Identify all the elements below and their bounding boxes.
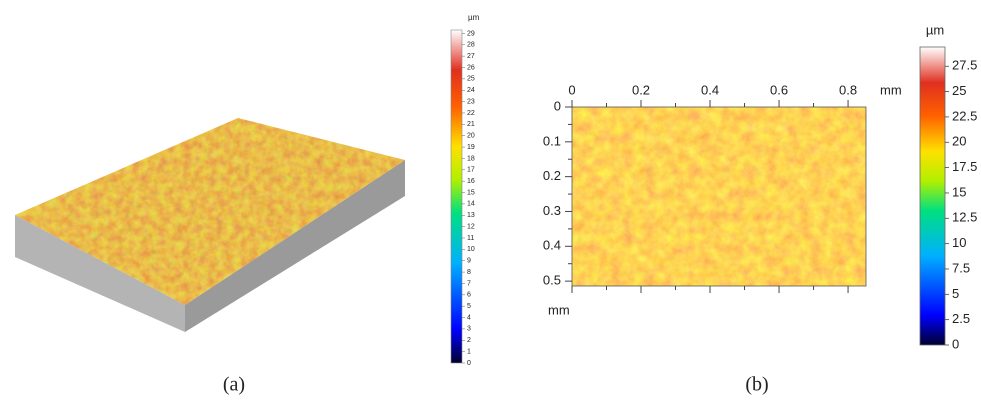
x-tick-label: 0 — [568, 82, 575, 97]
tick-label: 28 — [467, 42, 475, 49]
y-axis-unit: mm — [548, 302, 570, 317]
colorbar-ticks: 0123456789101112131415161718192021222324… — [462, 30, 475, 367]
tick-label: 23 — [467, 98, 475, 105]
tick-label: 15 — [467, 189, 475, 196]
x-tick-label: 0.8 — [839, 82, 857, 97]
tick-label: 11 — [467, 235, 474, 242]
tick-label: 17 — [467, 167, 475, 174]
tick-label: 12 — [467, 223, 475, 230]
tick-label: 18 — [467, 155, 475, 162]
x-tick-label: 0.2 — [632, 82, 650, 97]
tick-label: 17.5 — [952, 159, 977, 174]
tick-label: 16 — [467, 178, 475, 185]
tick-label: 7.5 — [952, 260, 970, 275]
tick-label: 3 — [467, 326, 471, 333]
tick-label: 1 — [467, 348, 471, 355]
y-tick-label: 0.5 — [543, 273, 561, 288]
panel-label: (b) — [745, 374, 768, 396]
tick-label: 0 — [952, 336, 959, 351]
tick-label: 10 — [467, 246, 475, 253]
tick-label: 8 — [467, 269, 471, 276]
figure: µm 0123456789101112131415161718192021222… — [0, 0, 981, 403]
tick-label: 25 — [952, 83, 966, 98]
tick-label: 2 — [467, 337, 471, 344]
tick-label: 20 — [952, 134, 966, 149]
tick-label: 27 — [467, 53, 475, 60]
y-tick-label: 0 — [554, 98, 561, 113]
tick-label: 22.5 — [952, 108, 977, 123]
tick-label: 25 — [467, 76, 475, 83]
colorbar-unit: µm — [468, 13, 480, 22]
colorbar-ticks: 0 2.5 5 7.5 10 12.5 15 17.5 20 22.5 25 27.5 — [945, 58, 977, 352]
colorbar — [451, 30, 462, 363]
tick-label: 9 — [467, 258, 471, 265]
tick-label: 10 — [952, 235, 966, 250]
tick-label: 19 — [467, 144, 475, 151]
tick-label: 5 — [952, 286, 959, 301]
y-tick-label: 0.4 — [543, 238, 561, 253]
colorbar — [920, 47, 945, 345]
y-tick-label: 0.3 — [543, 203, 561, 218]
tick-label: 20 — [467, 133, 475, 140]
tick-label: 5 — [467, 303, 471, 310]
tick-label: 0 — [467, 360, 471, 367]
tick-label: 13 — [467, 212, 475, 219]
surface-3d — [10, 110, 410, 332]
y-tick-label: 0.2 — [543, 168, 561, 183]
tick-label: 14 — [467, 201, 475, 208]
tick-label: 6 — [467, 292, 471, 299]
x-axis-unit: mm — [880, 82, 902, 97]
tick-label: 26 — [467, 64, 475, 71]
tick-label: 22 — [467, 110, 475, 117]
tick-label: 4 — [467, 314, 471, 321]
tick-label: 27.5 — [952, 58, 977, 73]
y-tick-label: 0.1 — [543, 133, 561, 148]
x-tick-label: 0.6 — [770, 82, 788, 97]
height-map — [572, 107, 866, 286]
tick-label: 12.5 — [952, 210, 977, 225]
tick-label: 24 — [467, 87, 475, 94]
colorbar-unit: µm — [926, 22, 944, 37]
tick-label: 2.5 — [952, 311, 970, 326]
panel-label: (a) — [223, 374, 245, 396]
x-tick-label: 0.4 — [701, 82, 719, 97]
tick-label: 29 — [467, 30, 475, 37]
tick-label: 7 — [467, 280, 471, 287]
tick-label: 21 — [467, 121, 475, 128]
tick-label: 15 — [952, 184, 966, 199]
